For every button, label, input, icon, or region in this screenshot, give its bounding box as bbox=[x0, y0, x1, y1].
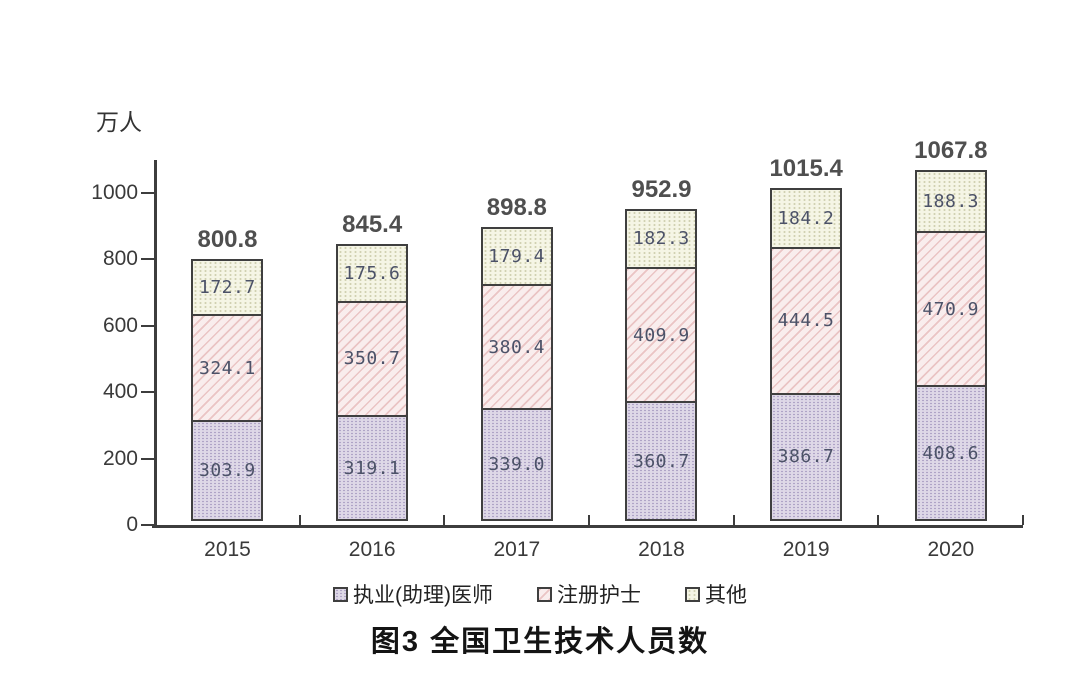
x-axis-category-label: 2017 bbox=[493, 538, 541, 561]
bar-segment-value: 360.7 bbox=[632, 450, 690, 472]
bar-segment-value: 184.2 bbox=[777, 207, 835, 229]
bar-segment-series1-2019: 444.5 bbox=[770, 247, 842, 395]
x-axis-category-label: 2018 bbox=[638, 538, 685, 561]
y-axis-unit-label: 万人 bbox=[96, 109, 142, 135]
bar-segment-value: 324.1 bbox=[198, 357, 256, 379]
chart-title: 图3 全国卫生技术人员数 bbox=[370, 626, 710, 658]
bar-segment-value: 172.7 bbox=[198, 277, 256, 299]
y-axis-tick-label: 400 bbox=[102, 380, 138, 404]
bar-segment-series0-2020: 408.6 bbox=[914, 385, 987, 521]
chart-legend: 执业(助理)医师 注册护士 其他 bbox=[0, 579, 1080, 609]
bar-total-label: 800.8 bbox=[197, 226, 258, 254]
y-axis-tick bbox=[141, 457, 155, 460]
legend-swatch-icon bbox=[685, 586, 700, 602]
bar-segment-series1-2018: 409.9 bbox=[625, 267, 698, 404]
y-axis-tick-label: 0 bbox=[126, 513, 138, 536]
bar-segment-series2-2019: 184.2 bbox=[770, 187, 842, 250]
y-axis-tick-label: 1000 bbox=[91, 181, 138, 204]
y-axis-tick bbox=[141, 258, 155, 261]
bar-segment-series2-2016: 175.6 bbox=[336, 244, 408, 303]
y-axis-line bbox=[154, 160, 157, 528]
bar-segment-value: 319.1 bbox=[343, 457, 401, 479]
bar-segment-series1-2017: 380.4 bbox=[480, 284, 553, 411]
x-axis-tick bbox=[732, 515, 735, 525]
bar-segment-series0-2018: 360.7 bbox=[625, 401, 698, 521]
stacked-bar-2019: 184.2 444.5 386.7 bbox=[770, 187, 842, 525]
bar-segment-value: 470.9 bbox=[922, 298, 979, 320]
legend-label: 执业(助理)医师 bbox=[353, 584, 493, 607]
y-axis-tick-label: 200 bbox=[102, 446, 138, 470]
stacked-bar-2015: 172.7 324.1 303.9 bbox=[191, 259, 264, 525]
y-axis-tick bbox=[141, 524, 155, 526]
y-axis-tick bbox=[141, 192, 155, 194]
bar-segment-series1-2020: 470.9 bbox=[914, 230, 987, 388]
bar-total-label: 952.9 bbox=[631, 175, 692, 203]
bar-segment-series0-2015: 303.9 bbox=[191, 420, 264, 521]
bar-total-label: 1015.4 bbox=[769, 154, 843, 182]
stacked-bar-2018: 182.3 409.9 360.7 bbox=[625, 208, 698, 525]
stacked-bar-2017: 179.4 380.4 339.0 bbox=[480, 226, 553, 525]
bar-segment-series2-2015: 172.7 bbox=[191, 259, 264, 317]
bar-total-label: 845.4 bbox=[342, 211, 403, 239]
x-axis-category-label: 2015 bbox=[204, 538, 251, 561]
bar-segment-value: 303.9 bbox=[198, 459, 256, 481]
x-axis-tick bbox=[588, 515, 590, 525]
y-axis-tick-label: 600 bbox=[102, 313, 138, 337]
legend-swatch-icon bbox=[537, 586, 552, 602]
x-axis-category-label: 2020 bbox=[927, 538, 975, 561]
bar-segment-series1-2016: 350.7 bbox=[336, 300, 408, 418]
y-axis-tick-label: 800 bbox=[102, 247, 138, 271]
bar-segment-value: 408.6 bbox=[922, 442, 979, 464]
bar-segment-value: 339.0 bbox=[488, 454, 545, 476]
legend-item-series2: 其他 bbox=[685, 579, 747, 609]
bar-segment-value: 188.3 bbox=[922, 191, 979, 213]
bar-segment-series0-2016: 319.1 bbox=[336, 415, 408, 521]
stacked-bar-2020: 188.3 470.9 408.6 bbox=[914, 170, 987, 525]
bar-segment-value: 175.6 bbox=[343, 262, 401, 284]
stacked-bar-2016: 175.6 350.7 319.1 bbox=[336, 244, 408, 525]
x-axis-category-label: 2019 bbox=[782, 538, 830, 561]
bar-segment-value: 409.9 bbox=[632, 324, 690, 346]
x-axis-category-label: 2016 bbox=[348, 538, 396, 561]
bar-segment-value: 386.7 bbox=[777, 446, 835, 468]
bar-segment-series0-2017: 339.0 bbox=[480, 408, 553, 521]
legend-label: 其他 bbox=[705, 584, 747, 607]
legend-swatch-icon bbox=[333, 586, 348, 602]
y-axis-tick bbox=[141, 324, 155, 327]
legend-item-series1: 注册护士 bbox=[537, 579, 641, 609]
x-axis-tick bbox=[877, 515, 880, 525]
bar-total-label: 1067.8 bbox=[914, 137, 988, 165]
x-axis-tick bbox=[443, 515, 446, 525]
bar-segment-value: 182.3 bbox=[632, 228, 690, 250]
bar-segment-series2-2017: 179.4 bbox=[480, 226, 553, 287]
x-axis-tick bbox=[298, 515, 301, 525]
x-axis-tick bbox=[1022, 515, 1024, 525]
bar-segment-value: 179.4 bbox=[488, 245, 545, 267]
bar-segment-value: 444.5 bbox=[777, 310, 835, 332]
bar-total-label: 898.8 bbox=[486, 193, 547, 221]
legend-label: 注册护士 bbox=[557, 584, 641, 607]
bar-segment-value: 350.7 bbox=[343, 348, 401, 370]
bar-segment-series1-2015: 324.1 bbox=[191, 314, 264, 423]
bar-segment-series0-2019: 386.7 bbox=[770, 392, 842, 521]
legend-item-series0: 执业(助理)医师 bbox=[333, 579, 493, 609]
x-axis-line bbox=[152, 525, 1023, 528]
bar-segment-value: 380.4 bbox=[488, 336, 545, 358]
bar-segment-series2-2020: 188.3 bbox=[914, 170, 987, 233]
y-axis-tick bbox=[141, 391, 155, 394]
bar-segment-series2-2018: 182.3 bbox=[625, 208, 698, 270]
